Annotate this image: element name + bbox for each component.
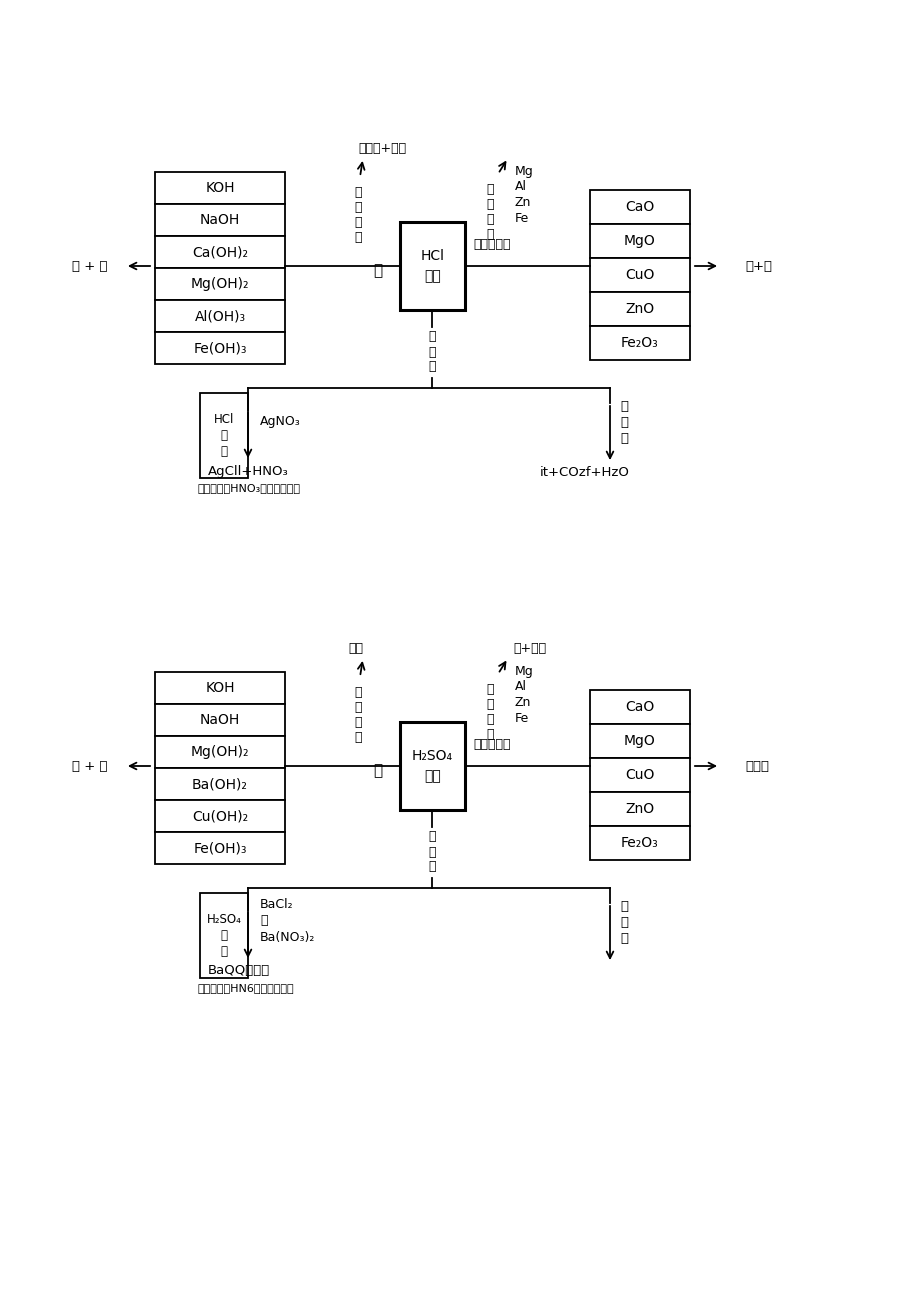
Text: H₂SO₄
检
验: H₂SO₄ 检 验 bbox=[207, 913, 241, 958]
Text: CuO: CuO bbox=[625, 269, 654, 281]
Bar bbox=[154, 204, 285, 236]
Text: 活
波
金
属: 活 波 金 属 bbox=[486, 683, 494, 741]
Text: 石
蕊
试
液: 石 蕊 试 液 bbox=[354, 186, 361, 244]
Text: 某
些
盐: 某 些 盐 bbox=[428, 830, 436, 874]
Text: 碘: 碘 bbox=[372, 263, 381, 279]
Bar bbox=[154, 736, 285, 768]
Bar bbox=[589, 292, 689, 327]
Bar bbox=[154, 704, 285, 736]
Bar bbox=[154, 800, 285, 831]
Text: 水 + 盐: 水 + 盐 bbox=[73, 259, 108, 272]
Text: Mg
Al
Zn
Fe: Mg Al Zn Fe bbox=[515, 164, 533, 226]
Text: it+COzf+HzO: it+COzf+HzO bbox=[539, 466, 630, 479]
Text: Ca(OH)₂: Ca(OH)₂ bbox=[192, 245, 248, 259]
Text: BaQQ专新酸: BaQQ专新酸 bbox=[208, 964, 270, 977]
Text: MgO: MgO bbox=[623, 234, 655, 248]
Bar bbox=[589, 826, 689, 860]
Text: 盐+水: 盐+水 bbox=[744, 259, 771, 272]
Text: Fe(OH)₃: Fe(OH)₃ bbox=[193, 840, 246, 855]
Bar bbox=[199, 392, 248, 478]
Text: Ba(OH)₂: Ba(OH)₂ bbox=[192, 777, 247, 791]
Bar bbox=[154, 768, 285, 800]
Text: ZnO: ZnO bbox=[625, 302, 653, 316]
Text: 碘: 碘 bbox=[372, 763, 381, 778]
Text: Al(OH)₃: Al(OH)₃ bbox=[194, 309, 245, 323]
Text: H₂SO₄
硫酸: H₂SO₄ 硫酸 bbox=[412, 749, 452, 782]
Bar bbox=[154, 300, 285, 332]
Bar bbox=[199, 893, 248, 979]
Text: KOH: KOH bbox=[205, 680, 234, 695]
Bar bbox=[154, 172, 285, 204]
Text: 碳
酸
盐: 碳 酸 盐 bbox=[619, 901, 628, 945]
Text: Fe₂O₃: Fe₂O₃ bbox=[620, 837, 658, 849]
Text: HCl
盐酸: HCl 盐酸 bbox=[420, 249, 444, 283]
Text: 盐+氢气: 盐+氢气 bbox=[513, 642, 546, 655]
Text: 碳
酸
盐: 碳 酸 盐 bbox=[619, 400, 628, 445]
Text: 变红盐+氯吱: 变红盐+氯吱 bbox=[357, 142, 405, 155]
Bar bbox=[154, 236, 285, 269]
Text: 某
些
盐: 某 些 盐 bbox=[428, 330, 436, 373]
Text: Mg(OH)₂: Mg(OH)₂ bbox=[190, 745, 249, 759]
Bar bbox=[400, 222, 464, 310]
Text: Fe(OH)₃: Fe(OH)₃ bbox=[193, 341, 246, 355]
Bar bbox=[589, 689, 689, 724]
Text: ZnO: ZnO bbox=[625, 802, 653, 816]
Text: 盐十水: 盐十水 bbox=[744, 759, 768, 772]
Bar bbox=[400, 722, 464, 809]
Bar bbox=[589, 327, 689, 360]
Text: Fe₂O₃: Fe₂O₃ bbox=[620, 336, 658, 350]
Text: Cu(OH)₂: Cu(OH)₂ bbox=[192, 809, 248, 822]
Text: Mg
Al
Zn
Fe: Mg Al Zn Fe bbox=[515, 665, 533, 726]
Text: 水 + 盐: 水 + 盐 bbox=[73, 759, 108, 772]
Bar bbox=[589, 758, 689, 791]
Bar bbox=[589, 225, 689, 258]
Text: KOH: KOH bbox=[205, 181, 234, 195]
Text: 活
波
金
属: 活 波 金 属 bbox=[486, 183, 494, 241]
Bar bbox=[154, 673, 285, 704]
Text: BaCl₂
或
Ba(NO₃)₂: BaCl₂ 或 Ba(NO₃)₂ bbox=[260, 897, 315, 945]
Text: （不溢于稽HNO₃的白色沉淠）: （不溢于稽HNO₃的白色沉淠） bbox=[198, 483, 301, 493]
Bar bbox=[589, 258, 689, 292]
Text: NaOH: NaOH bbox=[199, 213, 240, 227]
Text: CaO: CaO bbox=[625, 700, 654, 714]
Text: CaO: CaO bbox=[625, 200, 654, 214]
Text: Mg(OH)₂: Mg(OH)₂ bbox=[190, 278, 249, 290]
Text: （不溢于稽HN6的白色沉淠）: （不溢于稽HN6的白色沉淠） bbox=[198, 982, 294, 993]
Bar bbox=[154, 269, 285, 300]
Text: 变红: 变红 bbox=[347, 642, 363, 655]
Text: AgNO₃: AgNO₃ bbox=[260, 414, 301, 427]
Bar bbox=[589, 724, 689, 758]
Text: AgCll+HNO₃: AgCll+HNO₃ bbox=[208, 465, 289, 478]
Bar bbox=[154, 332, 285, 364]
Bar bbox=[589, 190, 689, 225]
Text: 碘性氧化物: 碘性氧化物 bbox=[472, 737, 510, 750]
Bar bbox=[154, 831, 285, 864]
Text: MgO: MgO bbox=[623, 735, 655, 747]
Text: NaOH: NaOH bbox=[199, 713, 240, 727]
Bar bbox=[589, 791, 689, 826]
Text: 石
蕊
试
液: 石 蕊 试 液 bbox=[354, 686, 361, 744]
Text: HCl
检
验: HCl 检 验 bbox=[213, 413, 234, 458]
Text: 碘性氧化物: 碘性氧化物 bbox=[472, 238, 510, 250]
Text: CuO: CuO bbox=[625, 768, 654, 782]
